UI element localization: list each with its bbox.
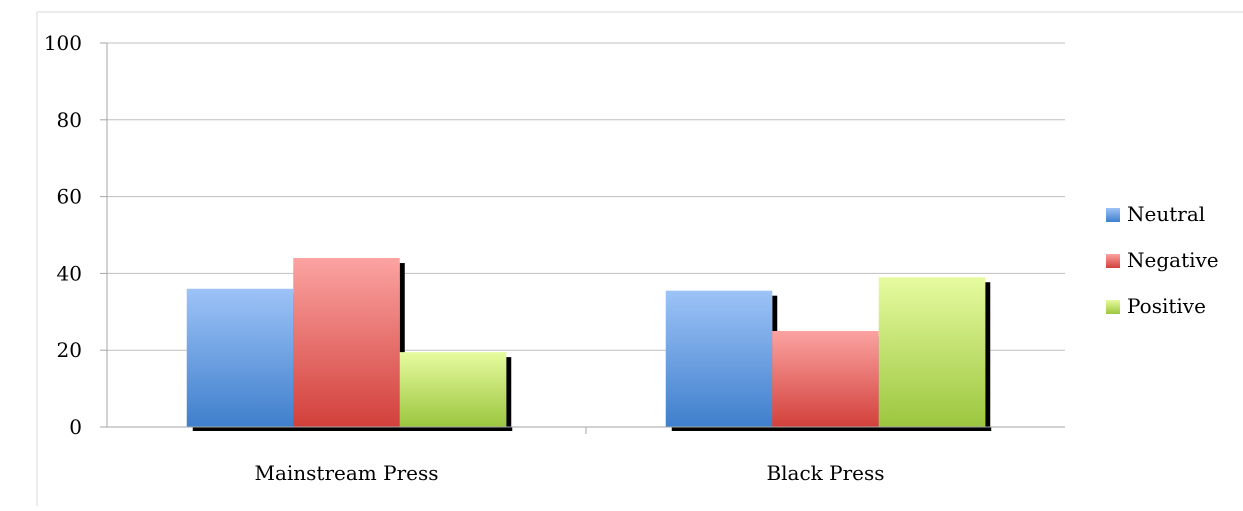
axes: 0 20 40 60 80 100 Mainstream Press Black Press	[44, 31, 1065, 485]
bar-shadow	[506, 357, 512, 427]
bar-cluster-shadow	[192, 427, 513, 431]
y-tick-label: 20	[57, 338, 82, 362]
bar-negative-2	[772, 331, 879, 427]
bars	[186, 258, 992, 431]
bar-negative-1	[293, 258, 400, 427]
legend-label-negative: Negative	[1127, 248, 1219, 272]
bar-neutral-2	[665, 290, 773, 427]
bar-positive-1	[399, 352, 507, 427]
x-category-label: Black Press	[766, 461, 884, 485]
bar-shadow	[399, 263, 405, 427]
bar-cluster-shadow	[671, 427, 992, 431]
y-tick-label: 80	[57, 108, 82, 132]
legend-swatch-positive	[1106, 300, 1120, 314]
legend-swatch-negative	[1106, 254, 1120, 268]
y-tick-label: 60	[57, 185, 82, 209]
bar-shadow	[985, 282, 991, 427]
x-category-label: Mainstream Press	[254, 461, 438, 485]
y-tick-label: 100	[44, 31, 82, 55]
legend-swatch-neutral	[1106, 208, 1120, 222]
bar-neutral-1	[186, 288, 294, 427]
legend-label-neutral: Neutral	[1127, 202, 1205, 226]
y-tick-label: 0	[69, 415, 82, 439]
legend: Neutral Negative Positive	[1106, 202, 1219, 318]
bar-positive-2	[878, 277, 986, 427]
legend-label-positive: Positive	[1127, 294, 1206, 318]
y-tick-label: 40	[57, 261, 82, 285]
